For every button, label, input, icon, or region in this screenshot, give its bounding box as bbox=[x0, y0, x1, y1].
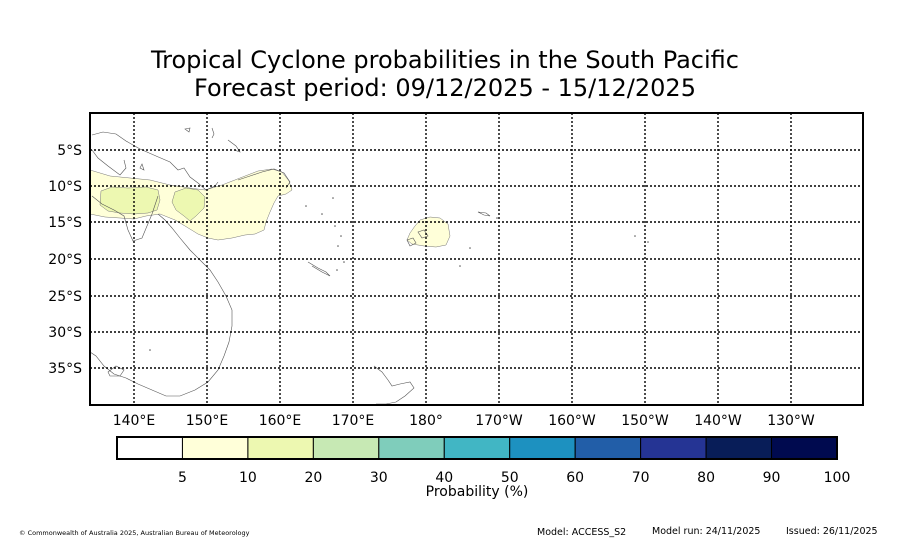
lat-label: 30°S bbox=[48, 325, 82, 341]
chart-title-line2: Forecast period: 09/12/2025 - 15/12/2025 bbox=[194, 74, 696, 102]
model-run-text: Model run: 24/11/2025 bbox=[652, 526, 761, 537]
colorbar-swatch bbox=[378, 436, 445, 460]
lat-label: 10°S bbox=[48, 179, 82, 195]
lat-label: 5°S bbox=[57, 143, 82, 159]
colorbar-swatch bbox=[181, 436, 249, 460]
colorbar-tick-label: 60 bbox=[566, 470, 584, 486]
probability-region-10-20-b bbox=[171, 187, 206, 222]
chart-title-line1: Tropical Cyclone probabilities in the So… bbox=[151, 46, 739, 74]
longitude-labels: 140°E 150°E 160°E 170°E 180° 170°W 160°W 150°W 1… bbox=[113, 413, 815, 429]
lat-label: 15°S bbox=[48, 215, 82, 231]
coastlines bbox=[89, 127, 491, 405]
lon-label: 170°E bbox=[332, 413, 375, 429]
colorbar-swatch bbox=[705, 436, 773, 460]
colorbar-swatch bbox=[640, 436, 707, 460]
colorbar-tick-label: 50 bbox=[501, 470, 519, 486]
colorbar-ticks: 5 10 20 30 40 50 60 70 80 90 100 bbox=[178, 470, 850, 486]
colorbar-tick-label: 90 bbox=[763, 470, 781, 486]
colorbar-swatch bbox=[312, 436, 380, 460]
colorbar-tick-label: 5 bbox=[178, 470, 187, 486]
small-islands bbox=[149, 197, 649, 351]
colorbar-tick-label: 100 bbox=[824, 470, 851, 486]
colorbar-swatch bbox=[247, 436, 314, 460]
lon-label: 140°W bbox=[694, 413, 742, 429]
lon-label: 160°W bbox=[548, 413, 596, 429]
colorbar-swatch bbox=[443, 436, 511, 460]
lon-label: 140°E bbox=[113, 413, 156, 429]
colorbar-frame bbox=[116, 436, 838, 460]
colorbar-tick-label: 40 bbox=[435, 470, 453, 486]
latitude-labels: 5°S 10°S 15°S 20°S 25°S 30°S 35°S bbox=[48, 143, 82, 377]
colorbar-tick-label: 30 bbox=[370, 470, 388, 486]
lon-label: 180° bbox=[409, 413, 443, 429]
colorbar-swatch bbox=[771, 436, 838, 460]
issued-text: Issued: 26/11/2025 bbox=[786, 526, 878, 537]
probability-region-10-20 bbox=[99, 186, 161, 215]
colorbar bbox=[116, 436, 838, 460]
colorbar-tick-label: 70 bbox=[632, 470, 650, 486]
copyright-text: © Commonwealth of Australia 2025, Austra… bbox=[19, 529, 250, 537]
colorbar-tick-label: 20 bbox=[304, 470, 322, 486]
lat-label: 35°S bbox=[48, 361, 82, 377]
lon-label: 150°E bbox=[186, 413, 229, 429]
lon-label: 150°W bbox=[621, 413, 669, 429]
colorbar-swatch bbox=[116, 436, 183, 460]
lon-label: 170°W bbox=[475, 413, 523, 429]
lat-label: 20°S bbox=[48, 252, 82, 268]
colorbar-swatch bbox=[509, 436, 576, 460]
colorbar-label: Probability (%) bbox=[426, 484, 529, 500]
lon-label: 160°E bbox=[259, 413, 302, 429]
colorbar-swatch bbox=[574, 436, 642, 460]
model-text: Model: ACCESS_S2 bbox=[537, 527, 627, 538]
map-frame bbox=[89, 112, 864, 406]
colorbar-tick-label: 10 bbox=[239, 470, 257, 486]
lon-label: 130°W bbox=[767, 413, 815, 429]
lat-label: 25°S bbox=[48, 289, 82, 305]
gridlines bbox=[90, 113, 863, 405]
colorbar-tick-label: 80 bbox=[697, 470, 715, 486]
